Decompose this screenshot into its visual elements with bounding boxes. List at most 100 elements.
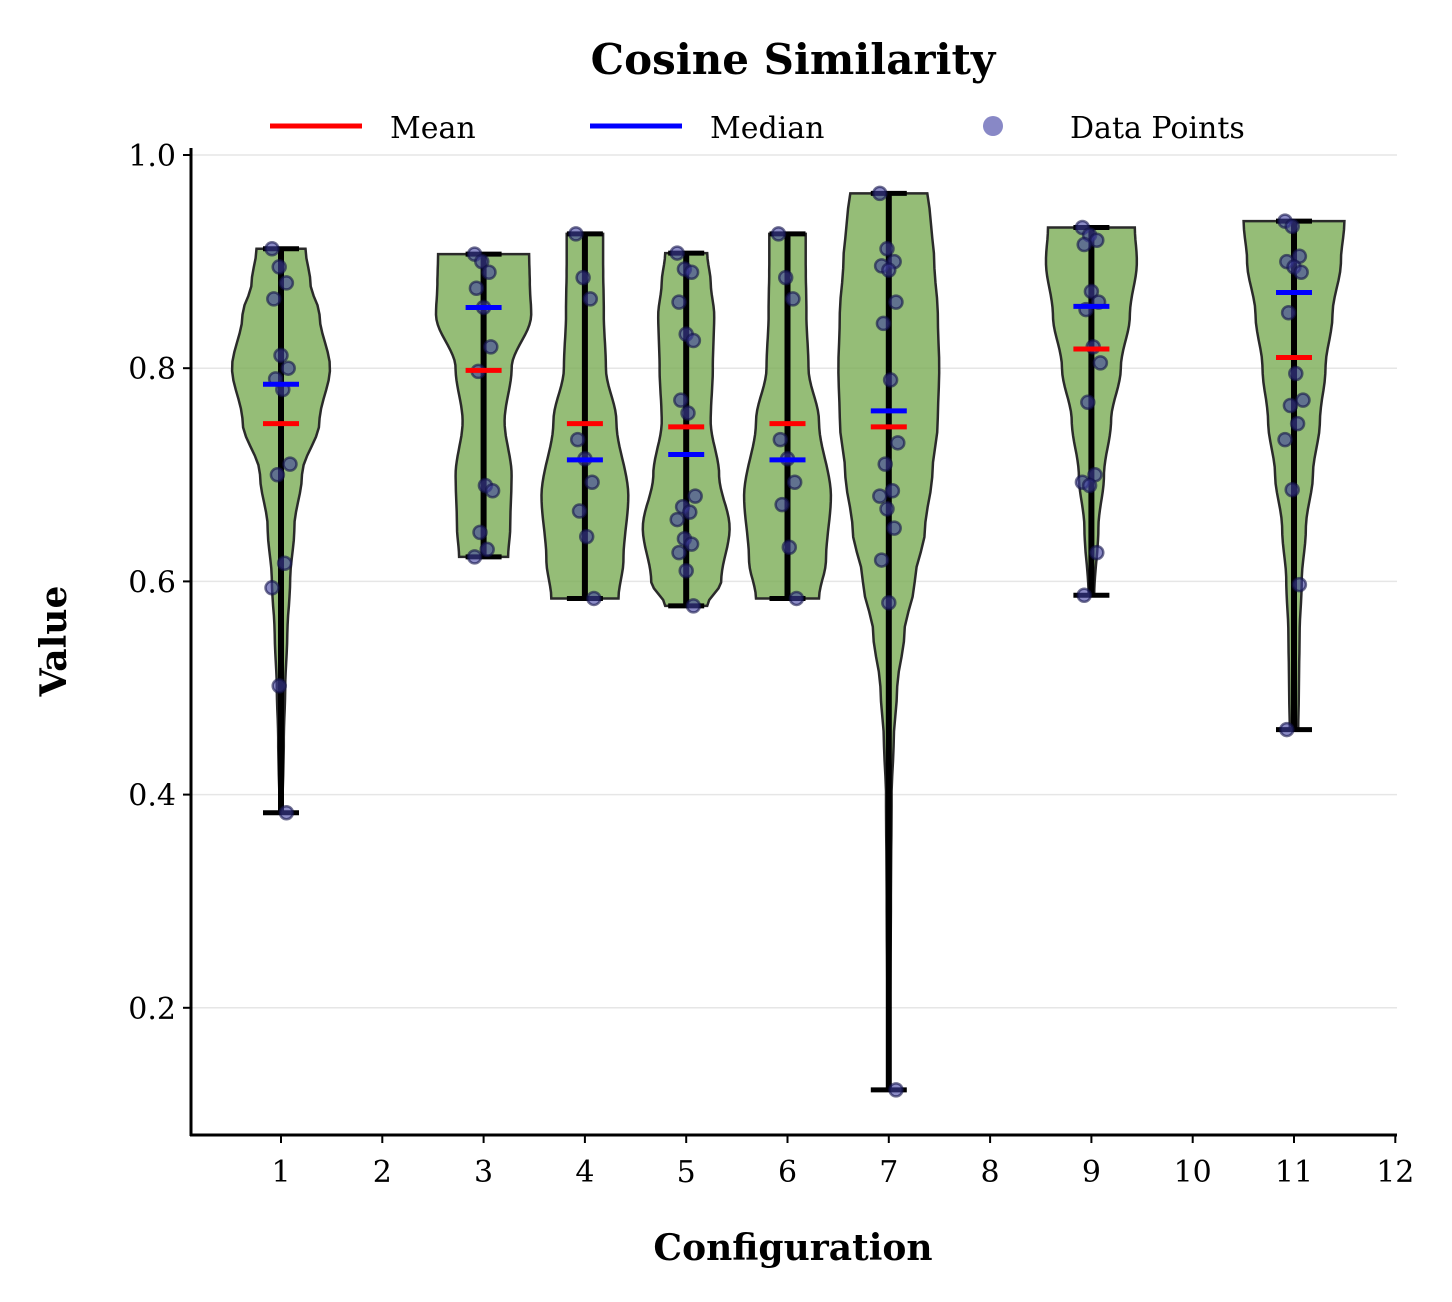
- data-point-6-3: [772, 431, 789, 448]
- data-point-4-5: [584, 474, 600, 491]
- x-tick-label-7: 7: [879, 1155, 898, 1190]
- data-point-3-2: [481, 264, 497, 281]
- data-point-5-2: [683, 264, 700, 281]
- data-point-6-6: [774, 496, 790, 513]
- data-point-11-9: [1282, 397, 1299, 414]
- data-point-5-14: [671, 544, 687, 561]
- x-ticks: 1 2 3 4 5 6 7 8 9 10 11 12: [271, 1135, 1414, 1190]
- data-point-11-6: [1280, 305, 1297, 321]
- x-tick-label-6: 6: [778, 1155, 797, 1190]
- y-ticks: 0.2 0.4 0.6 0.8 1.0: [128, 139, 191, 1027]
- data-point-1-4: [273, 347, 289, 364]
- y-axis-label: Value: [33, 586, 75, 698]
- x-tick-label-12: 12: [1376, 1155, 1414, 1190]
- data-point-7-14: [873, 552, 890, 568]
- data-point-5-15: [678, 562, 694, 579]
- data-point-7-8: [890, 435, 906, 451]
- data-point-4-0: [568, 226, 584, 242]
- data-point-1-8: [282, 456, 298, 472]
- data-point-11-7: [1288, 365, 1304, 382]
- legend: Mean Median Data Points: [270, 111, 1245, 146]
- chart-title: Cosine Similarity: [591, 35, 997, 84]
- data-point-9-13: [1089, 544, 1105, 561]
- data-point-6-8: [788, 590, 805, 607]
- x-tick-label-2: 2: [373, 1155, 392, 1190]
- data-point-11-12: [1284, 481, 1300, 498]
- x-tick-label-10: 10: [1174, 1155, 1212, 1190]
- data-point-4-2: [582, 291, 599, 307]
- x-tick-label-5: 5: [677, 1155, 696, 1190]
- data-point-3-3: [468, 280, 485, 296]
- data-point-7-0: [872, 185, 888, 202]
- data-point-7-13: [886, 520, 902, 536]
- data-point-4-8: [586, 590, 602, 607]
- data-point-11-10: [1289, 415, 1306, 432]
- data-point-7-7: [882, 372, 899, 388]
- data-point-4-3: [569, 431, 586, 448]
- data-point-11-1: [1284, 218, 1300, 235]
- data-point-7-1: [879, 241, 895, 257]
- x-tick-label-8: 8: [981, 1155, 1000, 1190]
- data-point-4-1: [575, 269, 591, 286]
- data-point-9-8: [1092, 355, 1109, 371]
- legend-points-label: Data Points: [1070, 111, 1245, 146]
- axes: [189, 148, 1397, 1137]
- data-point-5-13: [683, 536, 700, 552]
- whisker-series: [263, 190, 1312, 1093]
- data-point-3-9: [472, 524, 488, 541]
- data-point-3-11: [466, 549, 483, 565]
- data-point-7-9: [877, 456, 893, 472]
- data-point-9-3: [1076, 236, 1092, 253]
- data-point-9-12: [1081, 477, 1098, 494]
- data-point-11-11: [1277, 431, 1293, 448]
- y-tick-label-0.2: 0.2: [128, 992, 176, 1027]
- data-point-1-11: [264, 580, 280, 596]
- data-point-6-5: [786, 474, 803, 491]
- data-point-1-12: [271, 678, 287, 694]
- data-point-1-9: [269, 467, 286, 483]
- y-tick-label-1.0: 1.0: [128, 139, 176, 174]
- data-point-7-16: [888, 1082, 904, 1098]
- data-point-1-10: [276, 555, 293, 572]
- data-point-5-10: [682, 504, 698, 520]
- data-point-1-13: [278, 804, 295, 821]
- data-point-4-6: [571, 503, 588, 519]
- data-point-1-0: [264, 241, 280, 257]
- data-point-7-4: [881, 262, 897, 278]
- x-tick-label-1: 1: [271, 1155, 290, 1190]
- x-tick-label-4: 4: [575, 1155, 594, 1190]
- data-point-5-5: [685, 332, 702, 349]
- data-point-1-5: [280, 360, 296, 376]
- data-point-5-6: [673, 392, 689, 408]
- data-point-5-11: [669, 511, 685, 528]
- data-point-7-15: [881, 594, 897, 611]
- data-point-9-2: [1089, 232, 1105, 249]
- data-point-11-5: [1293, 264, 1309, 281]
- y-tick-label-0.6: 0.6: [128, 565, 176, 600]
- data-point-9-14: [1076, 587, 1092, 604]
- data-point-7-11: [872, 488, 888, 504]
- data-point-3-1: [474, 253, 490, 270]
- data-point-11-8: [1295, 392, 1311, 408]
- data-point-1-1: [271, 259, 287, 275]
- data-point-6-2: [785, 291, 801, 307]
- x-tick-label-11: 11: [1275, 1155, 1313, 1190]
- data-point-6-0: [770, 226, 787, 242]
- data-point-7-10: [884, 483, 901, 499]
- data-point-5-3: [671, 294, 687, 310]
- data-point-3-10: [479, 541, 495, 558]
- data-point-9-4: [1083, 283, 1100, 300]
- data-point-7-6: [875, 315, 892, 332]
- data-point-7-5: [888, 294, 904, 310]
- data-point-6-1: [777, 269, 794, 286]
- data-point-7-12: [879, 501, 895, 517]
- data-point-11-14: [1279, 721, 1295, 738]
- data-point-5-8: [687, 488, 703, 504]
- data-point-5-16: [685, 598, 702, 614]
- data-point-11-13: [1291, 576, 1308, 593]
- legend-median-label: Median: [710, 111, 824, 146]
- data-point-5-7: [680, 405, 696, 421]
- data-point-9-9: [1080, 394, 1096, 411]
- data-point-3-8: [484, 483, 501, 499]
